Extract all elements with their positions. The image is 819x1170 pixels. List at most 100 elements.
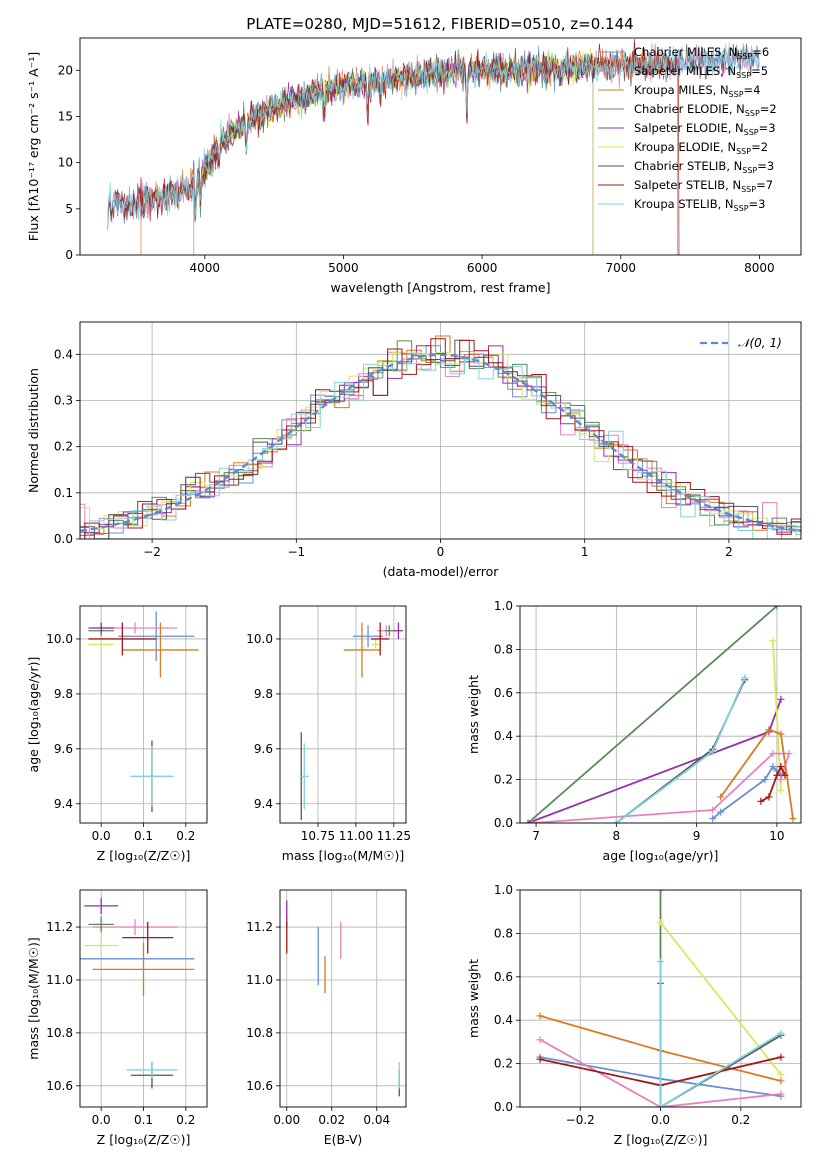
histogram-kroupa-stelib xyxy=(80,358,801,539)
error-bars xyxy=(299,622,403,821)
figure-title: PLATE=0280, MJD=51612, FIBERID=0510, z=0… xyxy=(246,15,633,33)
errorbar-chabrier-miles xyxy=(352,625,384,648)
x-tick-label: 5000 xyxy=(328,261,359,275)
x-tick-label: 2 xyxy=(725,545,733,559)
weight-line xyxy=(719,728,794,819)
errorbar-kroupa-elodie xyxy=(371,638,381,650)
legend: Chabrier MILES, NSSP=6 Salpeter MILES, NS… xyxy=(598,45,777,213)
y-axis-label: mass weight xyxy=(466,959,481,1038)
x-tick-label: 0.2 xyxy=(731,1113,750,1127)
y-tick-label: 9.8 xyxy=(254,687,273,701)
weight-marker xyxy=(777,1090,785,1098)
y-axis-label: Flux [fλ10⁻¹⁷ erg cm⁻² s⁻¹ A⁻¹] xyxy=(26,52,41,241)
errorbar-kroupa-stelib xyxy=(126,1062,178,1078)
x-tick-label: 0.00 xyxy=(273,1113,300,1127)
legend-entry: Salpeter ELODIE, NSSP=3 xyxy=(634,121,776,137)
grid xyxy=(280,606,406,823)
mass-weight-vs-age-panel: 7 8 9 10 0.0 0.2 0.4 0.6 0.8 1.0 age [log₁₀(age/yr… xyxy=(466,599,802,863)
legend-entry: Chabrier MILES, NSSP=6 xyxy=(634,45,769,61)
x-tick-label: 0.0 xyxy=(92,1113,111,1127)
y-tick-label: 10.8 xyxy=(246,1026,273,1040)
y-tick-label: 9.6 xyxy=(54,742,73,756)
spectrum-line-kroupa-stelib xyxy=(107,41,760,228)
y-tick-label: 0.6 xyxy=(494,686,513,700)
y-tick-label: 10.6 xyxy=(46,1079,73,1093)
errorbar-salpeter-stelib xyxy=(371,622,390,656)
x-tick-label: 10.75 xyxy=(301,829,335,843)
grid xyxy=(80,890,207,1107)
y-tick-label: 0.0 xyxy=(494,1100,513,1114)
weight-marker xyxy=(777,1053,785,1061)
residual-histogram-panel: −2 −1 0 1 2 0.0 0.1 0.2 0.3 0.4 (data-model)/error… xyxy=(26,321,802,579)
y-tick-label: 0.8 xyxy=(494,642,513,656)
weight-marker xyxy=(777,776,785,784)
y-tick-label: 20 xyxy=(58,63,73,77)
x-axis-label: Z [log₁₀(Z/Z☉)] xyxy=(614,1132,708,1147)
legend-entry: Kroupa MILES, NSSP=4 xyxy=(634,83,760,99)
errorbar-salpeter-elodie xyxy=(88,622,114,634)
spectrum-line-salpeter-stelib xyxy=(107,38,680,255)
y-tick-label: 0 xyxy=(65,248,73,262)
weight-marker xyxy=(657,958,664,966)
weight-marker xyxy=(789,815,797,823)
y-tick-label: 1.0 xyxy=(494,883,513,897)
errorbar-salpeter-miles xyxy=(92,919,178,935)
histogram-salpeter-elodie xyxy=(80,345,801,539)
weight-series-salpeter-miles xyxy=(536,1036,785,1107)
weight-line xyxy=(527,606,778,823)
weight-marker xyxy=(777,1029,785,1037)
age-vs-mass-panel: 10.75 11.00 11.25 9.4 9.6 9.8 10.0 mass [log₁₀(… xyxy=(246,605,411,863)
weight-marker xyxy=(709,815,717,823)
x-tick-label: 4000 xyxy=(190,261,221,275)
y-tick-label: 11.2 xyxy=(246,920,273,934)
legend-entry: Salpeter MILES, NSSP=5 xyxy=(634,64,768,80)
weight-lines xyxy=(524,606,797,823)
weight-series-kroupa-miles xyxy=(717,726,797,823)
y-tick-label: 0.4 xyxy=(54,347,73,361)
legend-entry: Chabrier ELODIE, NSSP=2 xyxy=(634,102,777,118)
weight-marker xyxy=(777,763,785,771)
x-tick-label: −1 xyxy=(287,545,305,559)
x-tick-label: 0 xyxy=(437,545,445,559)
legend-entry: Kroupa STELIB, NSSP=3 xyxy=(634,197,765,213)
errorbar-salpeter-stelib xyxy=(88,622,157,656)
errorbar-chabrier-elodie xyxy=(384,625,394,637)
weight-marker xyxy=(769,637,777,645)
errorbar-kroupa-elodie xyxy=(84,940,119,951)
age-vs-metallicity-panel: 0.0 0.1 0.2 9.4 9.6 9.8 10.0 Z [log₁₀(Z/Z☉)] age… xyxy=(26,605,208,863)
weight-marker xyxy=(765,726,773,734)
weight-series-salpeter-stelib xyxy=(757,763,789,805)
weight-marker xyxy=(536,1055,544,1063)
y-tick-label: 0.1 xyxy=(54,486,73,500)
errorbar-chabrier-elodie xyxy=(88,916,114,933)
spectrum-lines xyxy=(107,38,760,255)
weight-series-kroupa-stelib xyxy=(657,958,785,1107)
x-tick-label: 11.00 xyxy=(339,829,373,843)
x-tick-label: 0.2 xyxy=(176,829,195,843)
x-tick-label: 0.1 xyxy=(134,1113,153,1127)
legend-entry: Salpeter STELIB, NSSP=7 xyxy=(634,178,773,194)
x-axis-label: mass [log₁₀(M/M☉)] xyxy=(282,848,404,863)
weight-series-kroupa-elodie xyxy=(657,919,785,1078)
weight-marker xyxy=(717,808,725,816)
y-tick-label: 0.2 xyxy=(494,773,513,787)
legend-entry: Kroupa ELODIE, NSSP=2 xyxy=(634,140,768,156)
weight-marker xyxy=(657,919,664,927)
histogram-salpeter-miles xyxy=(80,350,801,535)
weight-line xyxy=(615,677,746,823)
x-tick-label: 0.0 xyxy=(92,829,111,843)
weight-marker xyxy=(777,730,785,738)
y-axis-label: Normed distribution xyxy=(26,368,41,493)
weight-line xyxy=(659,961,782,1107)
y-tick-label: 0.4 xyxy=(494,729,513,743)
y-tick-label: 10 xyxy=(58,156,73,170)
weight-line xyxy=(615,679,746,823)
y-tick-label: 9.8 xyxy=(54,687,73,701)
grid xyxy=(280,890,406,1107)
y-tick-label: 11.0 xyxy=(46,973,73,987)
x-tick-label: 8 xyxy=(613,829,621,843)
y-tick-label: 0.6 xyxy=(494,970,513,984)
weight-marker xyxy=(785,750,793,758)
x-axis-label: Z [log₁₀(Z/Z☉)] xyxy=(97,848,191,863)
x-tick-label: 7 xyxy=(532,829,540,843)
